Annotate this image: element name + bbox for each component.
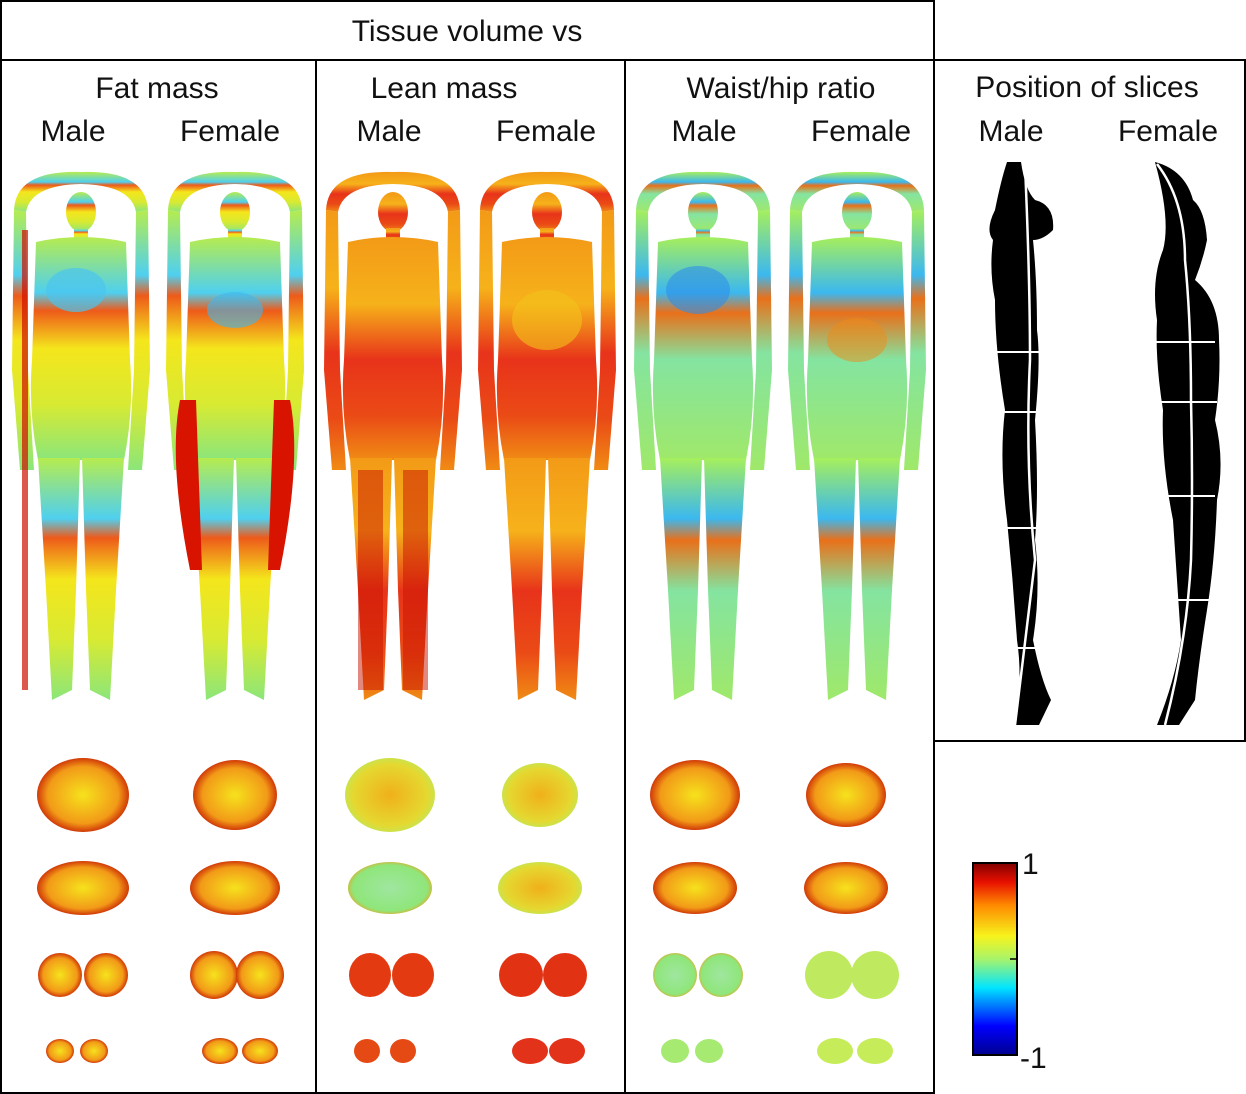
- body-image-fat-female: [166, 171, 304, 700]
- colorbar-min-label: -1: [1020, 1042, 1047, 1075]
- slice-images-fat: [37, 758, 284, 1064]
- label-male: Male: [978, 115, 1044, 148]
- body-image-fat-male: [12, 171, 150, 700]
- slice-images-waist: [650, 760, 899, 1064]
- label-male: Male: [40, 115, 106, 148]
- label-female: Female: [179, 115, 281, 148]
- panel-title-fat-mass: Fat mass: [95, 72, 219, 105]
- label-female: Female: [1117, 115, 1219, 148]
- slice-images-lean: [345, 758, 587, 1064]
- label-female: Female: [495, 115, 597, 148]
- panel-title-waist-hip: Waist/hip ratio: [686, 72, 876, 105]
- body-image-waist-female: [788, 171, 926, 700]
- body-image-waist-male: [634, 171, 772, 700]
- body-image-lean-female: [478, 171, 616, 700]
- slice-position-male: [989, 162, 1054, 726]
- label-male: Male: [671, 115, 737, 148]
- label-male: Male: [356, 115, 422, 148]
- colorbar-max-label: 1: [1022, 848, 1039, 881]
- panel-title-lean-mass: Lean mass: [370, 72, 518, 105]
- panel-slice-positions: [933, 59, 1246, 742]
- slice-position-female: [1155, 162, 1221, 726]
- figure-title: Tissue volume vs: [351, 15, 583, 48]
- body-image-lean-male: [324, 171, 462, 700]
- panel-title-slice-positions: Position of slices: [975, 71, 1199, 104]
- colorbar: [972, 862, 1018, 1056]
- label-female: Female: [810, 115, 912, 148]
